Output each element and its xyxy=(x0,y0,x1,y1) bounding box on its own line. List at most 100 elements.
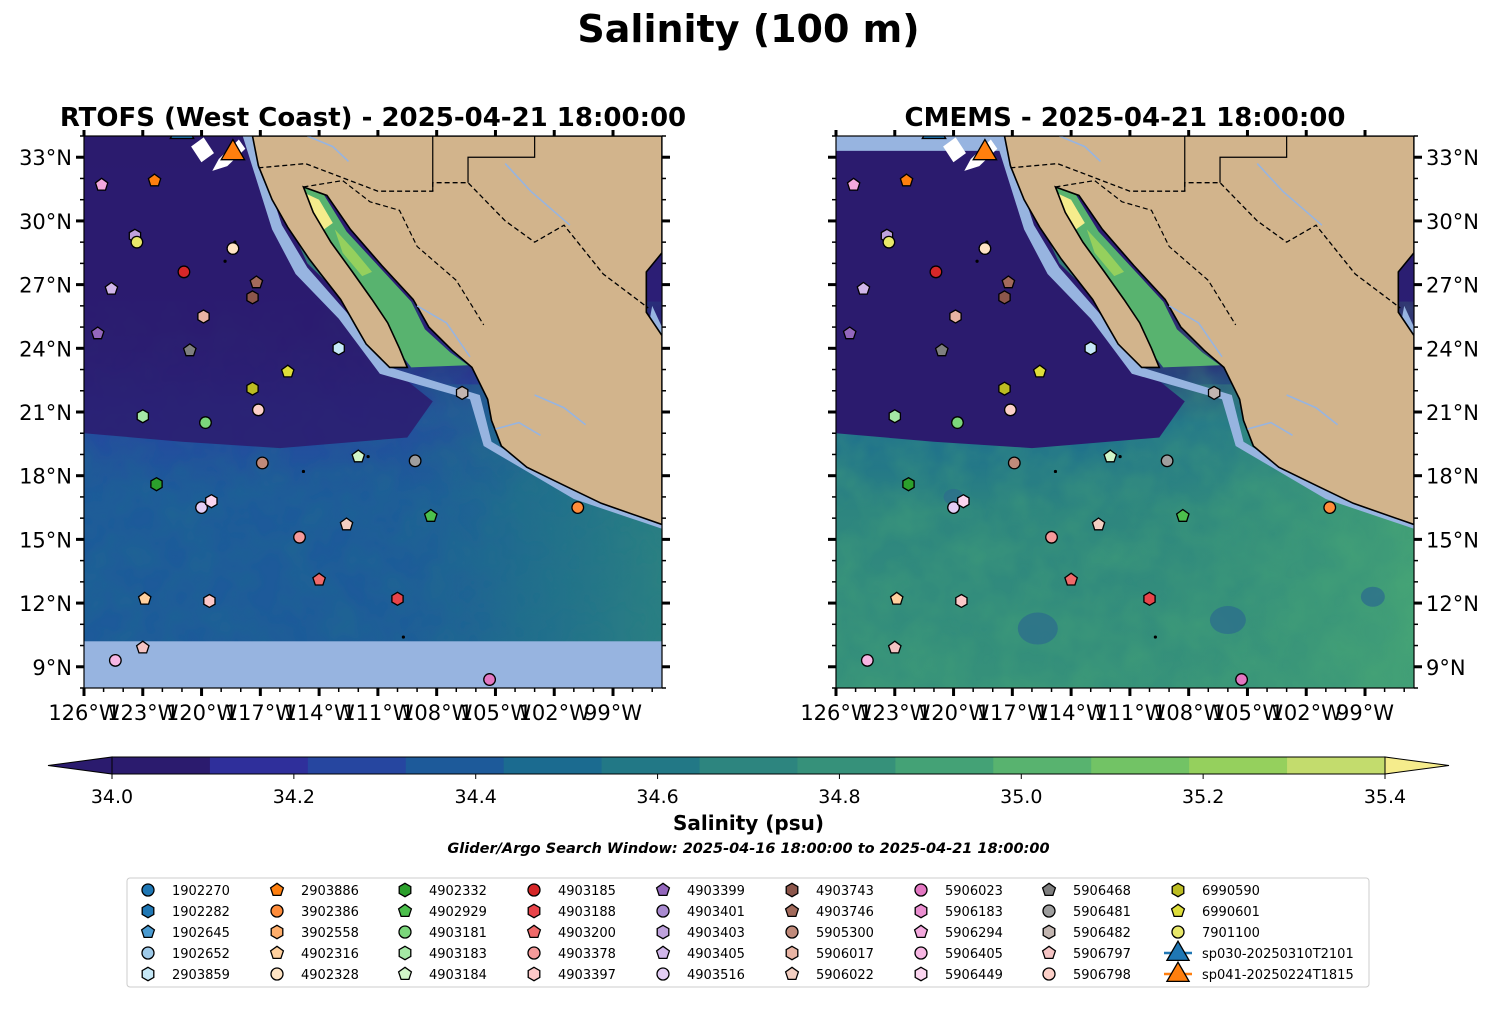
platform-5906405-marker xyxy=(108,653,122,667)
legend-item-5906797: 5906797 xyxy=(1041,945,1131,962)
panel-title: RTOFS (West Coast) - 2025-04-21 18:00:00 xyxy=(60,103,686,133)
platform-2903859-marker xyxy=(332,341,345,356)
legend-sp041-20250224T1815-marker xyxy=(1165,960,1191,983)
platform-5906017-marker xyxy=(949,309,962,324)
platform-4902316-marker xyxy=(137,591,152,605)
legend-label: 6990590 xyxy=(1202,884,1260,899)
platform-4903184-marker xyxy=(351,449,366,463)
legend-item-4903399: 4903399 xyxy=(655,882,745,899)
y-tick-label: 15°N xyxy=(1426,528,1479,552)
legend-label: 5906022 xyxy=(816,968,874,983)
legend-label: 4903181 xyxy=(429,926,487,941)
y-tick-label: 9°N xyxy=(32,656,72,680)
map-panel-rtofs: RTOFS (West Coast) - 2025-04-21 18:00:00… xyxy=(19,103,686,725)
legend-1902282-marker xyxy=(141,903,155,919)
legend-4903200-marker xyxy=(526,924,542,939)
x-tick-label: 114°W xyxy=(1035,701,1107,725)
platform-5905300-marker xyxy=(1007,456,1021,470)
platform-4903399-marker xyxy=(842,326,857,340)
legend-4903401-marker xyxy=(656,904,670,918)
legend-label: 1902645 xyxy=(172,926,230,941)
colorbar-tick-label: 35.4 xyxy=(1364,786,1406,808)
platform-5906798-marker xyxy=(1003,403,1017,417)
map-panel-cmems: CMEMS - 2025-04-21 18:00:00 126°W123°W120… xyxy=(800,103,1479,725)
colorbar-label: Salinity (psu) xyxy=(673,811,824,835)
legend-5906023-marker xyxy=(914,883,928,897)
legend-label: 4903378 xyxy=(558,947,616,962)
legend-item-4902332: 4902332 xyxy=(398,882,487,899)
legend-item-sp030-20250310T2101: sp030-20250310T2101 xyxy=(1164,939,1354,962)
platform-7901100-marker xyxy=(130,235,144,249)
legend-label: 4902328 xyxy=(301,968,359,983)
legend-label: 4902316 xyxy=(301,947,359,962)
colorbar-tick-label: 34.8 xyxy=(818,786,860,808)
legend-label: 4903743 xyxy=(816,884,874,899)
colorbar: 34.0 34.2 34.4 34.6 34.8 35.0 35.2 35.4 xyxy=(47,756,1450,808)
platform-7901100-marker xyxy=(882,235,896,249)
legend-item-3902386: 3902386 xyxy=(270,904,359,920)
platform-2903886-marker xyxy=(147,173,162,187)
legend-sp030-20250310T2101-marker xyxy=(1165,939,1191,962)
platform-4903200-marker xyxy=(312,572,327,586)
legend-5906481-marker xyxy=(1042,904,1056,918)
legend-item-4903181: 4903181 xyxy=(398,925,487,941)
platform-5906481-marker xyxy=(1160,454,1174,468)
platform-2903859-marker xyxy=(1084,341,1097,356)
colorbar-segment xyxy=(1287,757,1386,774)
x-tick-label: 102°W xyxy=(519,701,591,725)
platform-sp030-20250310T2101-marker xyxy=(169,136,195,140)
legend-label: 5905300 xyxy=(816,926,874,941)
platform-4903183-marker xyxy=(136,409,150,424)
platform-4903185-marker xyxy=(929,265,943,279)
legend-label: 4903516 xyxy=(687,968,745,983)
x-tick-label: 117°W xyxy=(977,701,1049,725)
legend-1902645-marker xyxy=(140,924,156,939)
legend-5906449-marker xyxy=(914,966,928,982)
legend-label: 4903401 xyxy=(687,905,745,920)
platform-5906468-marker xyxy=(934,343,949,357)
legend-4903403-marker xyxy=(656,924,670,940)
legend-5906022-marker xyxy=(784,966,800,981)
legend-label: 4903399 xyxy=(687,884,745,899)
legend-item-4903183: 4903183 xyxy=(398,945,487,962)
x-tick-label: 123°W xyxy=(107,701,179,725)
figure-title: Salinity (100 m) xyxy=(577,7,919,51)
platform-4903516-marker xyxy=(947,501,961,514)
legend-label: 3902386 xyxy=(301,905,359,920)
colorbar-segment xyxy=(993,757,1092,774)
y-tick-label: 12°N xyxy=(1426,592,1479,616)
legend-4902929-marker xyxy=(397,903,413,918)
legend-4903516-marker xyxy=(656,967,670,981)
x-tick-label: 108°W xyxy=(401,701,473,725)
colorbar-segment xyxy=(503,757,603,774)
platform-4903405-marker xyxy=(104,281,119,295)
legend-item-1902270: 1902270 xyxy=(141,883,230,899)
platform-4903746-marker xyxy=(249,275,264,289)
land-mexico xyxy=(251,136,662,526)
x-tick-label: 102°W xyxy=(1271,701,1343,725)
legend-item-sp041-20250224T1815: sp041-20250224T1815 xyxy=(1164,960,1354,983)
platform-2903886-marker xyxy=(899,173,914,187)
y-tick-label: 30°N xyxy=(19,210,72,234)
colorbar-segment xyxy=(209,757,309,774)
gulf-of-california xyxy=(1055,184,1221,368)
y-tick-label: 18°N xyxy=(1426,465,1479,489)
platform-5906023-marker xyxy=(483,673,497,686)
platform-4903743-marker xyxy=(246,290,259,305)
legend-item-5906481: 5906481 xyxy=(1042,904,1131,920)
legend-label: 1902282 xyxy=(172,905,230,920)
platform-4903399-marker xyxy=(90,326,105,340)
platform-6990601-marker xyxy=(1032,364,1047,378)
platform-4903181-marker xyxy=(951,416,964,430)
map-panels: RTOFS (West Coast) - 2025-04-21 18:00:00… xyxy=(19,103,1479,725)
legend-item-5906449: 5906449 xyxy=(914,966,1003,983)
legend-label: 5906183 xyxy=(945,905,1003,920)
colorbar-tick-label: 34.4 xyxy=(455,786,497,808)
legend-item-4903401: 4903401 xyxy=(656,904,745,920)
legend-item-5906294: 5906294 xyxy=(913,924,1003,941)
legend-label: 5906449 xyxy=(945,968,1003,983)
y-tick-label: 33°N xyxy=(1426,146,1479,170)
platform-5906405-marker xyxy=(860,653,874,667)
legend-label: 4903185 xyxy=(558,884,616,899)
x-tick-label: 120°W xyxy=(918,701,990,725)
